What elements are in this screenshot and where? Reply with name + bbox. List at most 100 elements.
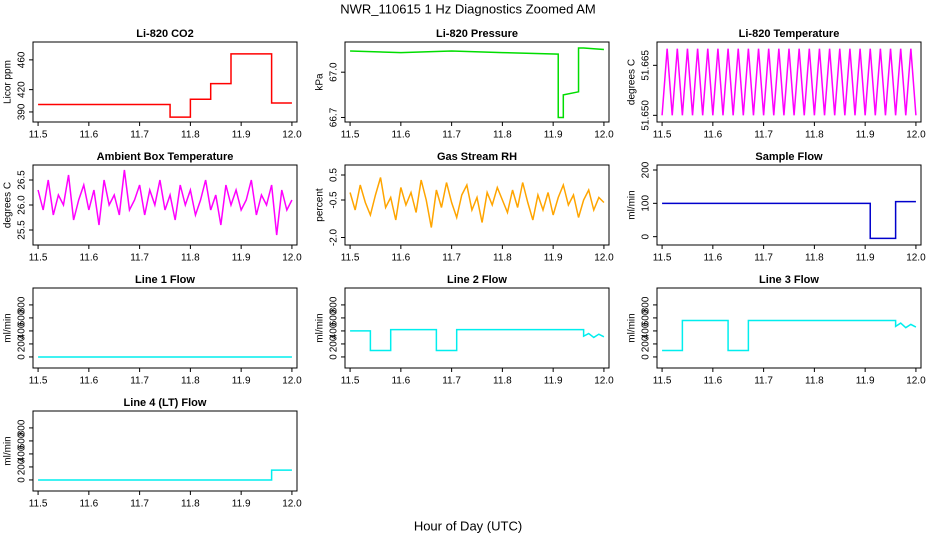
y-axis-label: ml/min — [3, 436, 14, 465]
x-tick-label: 11.6 — [391, 130, 410, 141]
y-tick-label: 600 — [329, 309, 340, 326]
x-tick-label: 12.0 — [282, 253, 302, 264]
x-tick-label: 11.6 — [703, 253, 722, 264]
y-tick-label: -2.0 — [329, 228, 340, 246]
data-line — [661, 48, 917, 116]
data-line — [350, 328, 605, 352]
x-tick-label: 11.5 — [653, 376, 672, 387]
y-tick-label: 200 — [641, 335, 652, 352]
plot-frame — [656, 287, 922, 369]
x-tick-label: 11.7 — [442, 253, 461, 264]
y-tick-label: 400 — [17, 445, 28, 462]
y-tick-label: 200 — [17, 458, 28, 475]
x-tick-label: 11.7 — [442, 376, 461, 387]
y-axis-label: ml/min — [315, 313, 326, 342]
x-tick-label: 11.5 — [341, 376, 360, 387]
data-line — [662, 319, 917, 352]
x-tick-label: 11.7 — [754, 253, 773, 264]
data-line — [38, 53, 292, 118]
x-tick-label: 11.5 — [29, 253, 48, 264]
panel-title: Ambient Box Temperature — [97, 151, 234, 163]
y-axis-label: degrees C — [3, 182, 14, 228]
x-tick-label: 11.6 — [391, 253, 410, 264]
data-line — [350, 47, 604, 119]
y-axis-label: ml/min — [627, 313, 638, 342]
x-tick-label: 11.8 — [493, 253, 512, 264]
panel-title: Line 1 Flow — [135, 274, 195, 286]
x-tick-label: 11.7 — [130, 499, 149, 510]
x-tick-label: 11.7 — [130, 253, 149, 264]
y-tick-label: 600 — [17, 432, 28, 449]
x-tick-label: 11.8 — [493, 376, 512, 387]
y-tick-label: 25.5 — [17, 220, 28, 240]
x-tick-label: 11.7 — [442, 130, 461, 141]
data-line — [662, 200, 916, 240]
x-tick-label: 11.8 — [805, 376, 824, 387]
x-tick-label: 11.5 — [653, 130, 672, 141]
data-line — [349, 177, 605, 228]
y-tick-label: 400 — [17, 322, 28, 339]
x-tick-label: 12.0 — [906, 130, 926, 141]
x-tick-label: 11.5 — [29, 499, 48, 510]
y-axis-label: degrees C — [627, 59, 638, 105]
y-tick-label: 600 — [17, 309, 28, 326]
x-tick-label: 12.0 — [594, 376, 614, 387]
y-tick-label: 200 — [641, 161, 652, 178]
panel-title: Sample Flow — [755, 151, 823, 163]
plot-frame — [656, 41, 922, 123]
panel-title: Line 4 (LT) Flow — [124, 397, 207, 409]
x-tick-label: 12.0 — [282, 130, 302, 141]
x-tick-label: 11.5 — [29, 376, 48, 387]
plot-frame — [32, 287, 298, 369]
y-tick-label: 200 — [329, 335, 340, 352]
x-tick-label: 11.6 — [79, 130, 98, 141]
x-tick-label: 11.6 — [79, 499, 98, 510]
y-tick-label: 400 — [641, 322, 652, 339]
plot-frame — [344, 164, 610, 246]
plot-frame — [344, 287, 610, 369]
plot-frame — [344, 41, 610, 123]
y-tick-label: 0 — [17, 477, 28, 483]
y-tick-label: 800 — [329, 296, 340, 313]
y-tick-label: 800 — [17, 419, 28, 436]
x-tick-label: 11.9 — [232, 130, 251, 141]
y-axis-label: percent — [315, 188, 326, 222]
x-tick-label: 11.9 — [232, 499, 251, 510]
x-axis-label: Hour of Day (UTC) — [414, 518, 522, 533]
y-tick-label: 400 — [329, 322, 340, 339]
x-tick-label: 11.5 — [29, 130, 48, 141]
y-tick-label: 0 — [329, 354, 340, 360]
x-tick-label: 11.8 — [493, 130, 512, 141]
x-tick-label: 11.9 — [544, 253, 563, 264]
y-tick-label: 66.7 — [329, 107, 340, 127]
y-tick-label: 51.665 — [641, 50, 652, 81]
panel-title: Li-820 Pressure — [436, 28, 518, 40]
y-tick-label: 390 — [17, 103, 28, 120]
x-tick-label: 11.6 — [391, 376, 410, 387]
x-tick-label: 11.8 — [805, 130, 824, 141]
y-tick-label: 0 — [641, 233, 652, 239]
x-tick-label: 11.9 — [856, 376, 875, 387]
x-tick-label: 11.7 — [130, 376, 149, 387]
panel-title: Gas Stream RH — [437, 151, 517, 163]
x-tick-label: 11.8 — [181, 130, 200, 141]
x-tick-label: 11.6 — [79, 253, 98, 264]
x-tick-label: 11.8 — [181, 376, 200, 387]
y-tick-label: 26.0 — [17, 195, 28, 215]
x-tick-label: 11.9 — [856, 253, 875, 264]
y-tick-label: 800 — [641, 296, 652, 313]
x-tick-label: 11.7 — [754, 376, 773, 387]
x-tick-label: 11.8 — [181, 499, 200, 510]
x-tick-label: 12.0 — [906, 376, 926, 387]
data-line — [38, 469, 292, 481]
data-line — [37, 169, 293, 236]
x-tick-label: 11.9 — [232, 253, 251, 264]
x-tick-label: 11.5 — [341, 130, 360, 141]
y-axis-label: kPa — [315, 73, 326, 91]
y-tick-label: 51.650 — [641, 100, 652, 131]
y-tick-label: 67.0 — [329, 62, 340, 82]
y-tick-label: -0.5 — [329, 191, 340, 209]
panel-title: Line 3 Flow — [759, 274, 819, 286]
x-tick-label: 12.0 — [594, 253, 614, 264]
